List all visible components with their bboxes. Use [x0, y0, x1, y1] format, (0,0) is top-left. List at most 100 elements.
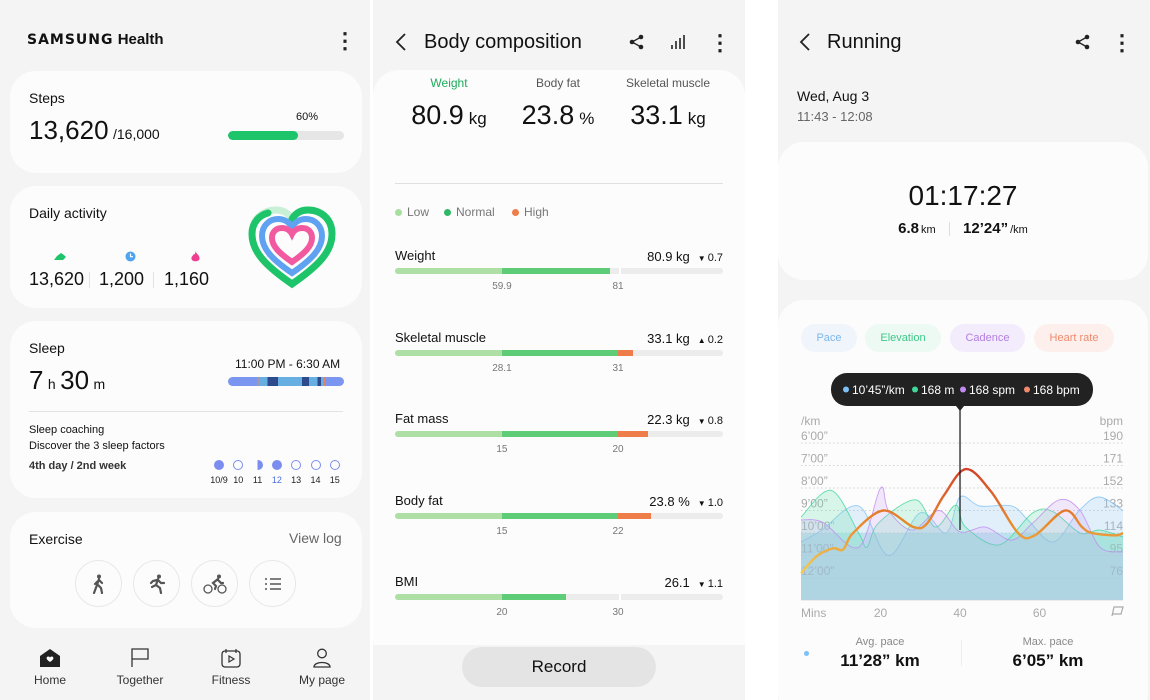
metric-row-weight[interactable]: Weight 80.9 kg ▼ 0.7 59.9 81 [373, 248, 745, 318]
steps-card[interactable]: Steps 13,620 /16,000 60% [10, 71, 362, 173]
running-button[interactable] [133, 560, 180, 607]
right-axis-tick: 190 [1103, 429, 1123, 443]
metric-label: Weight [395, 248, 436, 263]
steps-goal: /16,000 [112, 126, 160, 142]
tooltip-value: 168 bpm [1033, 383, 1080, 397]
range-marker [619, 268, 622, 274]
summary-value-row: 23.8% [488, 100, 628, 131]
list-icon [264, 577, 281, 590]
nav-together[interactable]: Together [100, 648, 180, 687]
metric-delta: 1.0 [707, 496, 723, 509]
activity-time-value: 1,200 [99, 269, 145, 289]
chip-elevation[interactable]: Elevation [865, 324, 941, 352]
metric-value: 22.3 kg [647, 412, 690, 427]
trend-down-icon: ▼ [697, 498, 706, 508]
range-low-label: 20 [496, 607, 508, 618]
trend-down-icon: ▼ [697, 254, 706, 263]
exercise-card[interactable]: Exercise View log [10, 512, 362, 628]
chart-icon[interactable] [671, 34, 687, 50]
tooltip-value: 10’45”/km [852, 383, 905, 397]
tooltip-value: 168 m [921, 383, 954, 397]
summary-value: 33.1 [630, 100, 683, 130]
chip-cadence[interactable]: Cadence [950, 324, 1025, 352]
back-icon[interactable] [799, 33, 811, 51]
app-title: SAMSUNG Health [27, 31, 164, 48]
cycling-icon [202, 574, 227, 594]
metric-range-segment [501, 512, 619, 519]
run-chart[interactable]: 6’00”1907’00”1718’00”1529’00”13310’00”11… [778, 370, 1150, 620]
summary-value-row: 33.1 kg [598, 100, 738, 131]
daily-activity-title: Daily activity [29, 205, 107, 221]
x-axis-tick: 40 [953, 606, 967, 620]
view-log-link[interactable]: View log [289, 530, 342, 546]
person-icon [313, 648, 331, 668]
run-stats: 6.8 km 12’24”/km [778, 220, 1148, 237]
record-button[interactable]: Record [462, 647, 656, 687]
app-title-brand: SAMSUNG [27, 32, 114, 48]
summary-skeletal-muscle[interactable]: Skeletal muscle 33.1 kg [598, 76, 738, 131]
nav-fitness-label: Fitness [211, 673, 251, 687]
share-icon[interactable] [629, 34, 644, 50]
sleep-day-label: 15 [329, 475, 340, 485]
metric-range-segment [395, 512, 502, 519]
trend-up-icon: ▲ [697, 335, 706, 345]
chip-pace[interactable]: Pace [801, 324, 857, 352]
summary-body-fat[interactable]: Body fat 23.8% [488, 76, 628, 131]
body-composition-panel: Body composition ⋮ Weight 80.9 kg Body fat 2… [373, 0, 745, 700]
sleep-day-label: 10/9 [210, 475, 228, 485]
range-high-label: 20 [612, 444, 624, 455]
legend-label: Normal [456, 205, 495, 219]
sleep-day-marker [233, 460, 244, 470]
chip-heart-rate[interactable]: Heart rate [1034, 324, 1114, 352]
metric-row-fat-mass[interactable]: Fat mass 22.3 kg ▼ 0.8 15 20 [373, 411, 745, 481]
steps-count: 13,620 /16,000 [29, 115, 160, 146]
metric-range-bar [395, 268, 723, 274]
walking-button[interactable] [75, 560, 122, 607]
sleep-stages-bar [228, 377, 344, 386]
share-icon[interactable] [1075, 34, 1090, 50]
run-pace-unit: /km [1010, 224, 1028, 236]
metric-label: Skeletal muscle [395, 329, 487, 345]
metric-row-body-fat[interactable]: Body fat 23.8 % ▼ 1.0 15 22 [373, 493, 745, 563]
metric-range-bar [395, 594, 723, 600]
tooltip-pointer [956, 406, 965, 411]
metric-row-skeletal-muscle[interactable]: Skeletal muscle 33.1 kg ▲ 0.2 28.1 31 [373, 330, 745, 400]
range-high-label: 31 [612, 362, 624, 374]
tooltip-value: 168 spm [969, 383, 1015, 397]
metric-value-row: 22.3 kg ▼ 0.8 [647, 412, 723, 427]
exercise-list-button[interactable] [249, 560, 296, 607]
daily-activity-card[interactable]: Daily activity 13,620 1,200 1,160 [10, 186, 362, 308]
page-title: Running [827, 31, 902, 53]
run-chart-card: Pace Elevation Cadence Heart rate Avg. p… [778, 300, 1148, 700]
metric-delta: 0.2 [707, 333, 723, 346]
legend-dot [512, 209, 519, 216]
metric-row-bmi[interactable]: BMI 26.1 ▼ 1.1 20 30 [373, 574, 745, 644]
max-pace-value: 6’05” km [1012, 651, 1084, 670]
max-pace-label: Max. pace [1022, 636, 1074, 648]
sleep-day-marker [252, 460, 263, 470]
trend-down-icon: ▼ [697, 417, 706, 426]
metric-range-segment [395, 349, 502, 356]
divider [89, 272, 90, 288]
sleep-card[interactable]: Sleep 7 h 30 m 11:00 PM - 6:30 AM Sleep … [10, 321, 362, 498]
finish-flag-icon [1111, 606, 1124, 617]
sleep-day-label: 14 [310, 475, 321, 485]
run-pace: 12’24” [963, 220, 1009, 237]
divider [395, 183, 723, 184]
run-time-range: 11:43 - 12:08 [797, 109, 873, 124]
range-high-label: 22 [612, 525, 624, 537]
nav-fitness[interactable]: Fitness [191, 648, 271, 687]
nav-home[interactable]: Home [10, 648, 90, 687]
sleep-hours: 7 [29, 365, 44, 395]
activity-rings-heart-icon[interactable] [246, 206, 338, 290]
cycling-button[interactable] [191, 560, 238, 607]
more-options-icon[interactable]: ⋮ [1111, 30, 1133, 55]
page-title: Body composition [424, 31, 582, 53]
tooltip-dot [912, 386, 918, 393]
back-icon[interactable] [395, 33, 407, 51]
series-pace-line [800, 495, 1124, 556]
more-options-icon[interactable]: ⋮ [334, 28, 356, 53]
more-options-icon[interactable]: ⋮ [709, 30, 731, 55]
summary-weight[interactable]: Weight 80.9 kg [379, 76, 519, 131]
nav-my-page[interactable]: My page [282, 648, 362, 687]
